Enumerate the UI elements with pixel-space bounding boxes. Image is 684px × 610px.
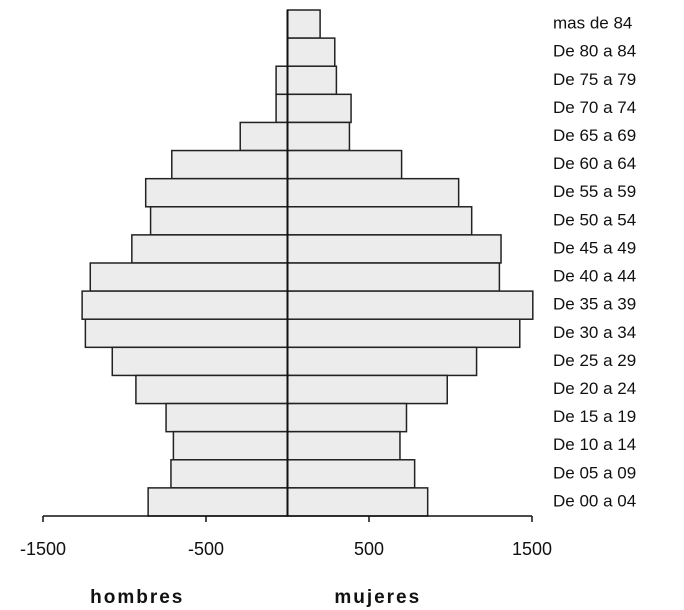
category-label: De 20 a 24	[553, 379, 636, 398]
category-label: De 75 a 79	[553, 70, 636, 89]
x-tick-label: 1500	[512, 539, 552, 559]
bar	[286, 346, 478, 377]
bar	[286, 459, 416, 489]
bar	[172, 430, 289, 461]
category-label: De 55 a 59	[553, 182, 636, 201]
bar	[286, 177, 460, 208]
bar	[286, 262, 501, 292]
category-label: De 70 a 74	[553, 98, 636, 117]
category-label: De 65 a 69	[553, 126, 636, 145]
bar	[81, 290, 289, 320]
bar	[286, 65, 338, 96]
bar	[286, 374, 448, 405]
category-label: mas de 84	[553, 14, 632, 33]
bar	[170, 459, 289, 489]
category-label: De 80 a 84	[553, 42, 636, 61]
bar	[275, 93, 289, 124]
category-label: De 60 a 64	[553, 154, 636, 173]
category-label: De 05 a 09	[553, 463, 636, 482]
bar	[286, 402, 408, 433]
bar	[286, 206, 473, 236]
bar	[286, 318, 521, 349]
bar	[171, 149, 289, 180]
series-label: hombres	[90, 587, 184, 608]
bar	[286, 93, 352, 124]
bar	[239, 121, 289, 152]
category-label: De 00 a 04	[553, 491, 636, 510]
bar	[111, 346, 289, 377]
category-label: De 25 a 29	[553, 351, 636, 370]
bar	[286, 37, 336, 67]
bar	[286, 149, 403, 180]
x-tick-label: 500	[354, 539, 384, 559]
category-label: De 35 a 39	[553, 295, 636, 314]
bar	[89, 262, 289, 292]
bar	[286, 121, 351, 152]
category-label: De 15 a 19	[553, 407, 636, 426]
bar	[131, 234, 289, 264]
category-label: De 40 a 44	[553, 267, 636, 286]
bar	[286, 430, 401, 461]
bar	[144, 177, 289, 208]
series-label: mujeres	[334, 587, 421, 608]
bar	[286, 290, 534, 320]
bar	[286, 234, 502, 264]
bar	[149, 206, 289, 236]
category-label: De 10 a 14	[553, 435, 636, 454]
bar	[286, 9, 321, 39]
bar	[147, 487, 289, 517]
bar	[135, 374, 289, 405]
bar	[286, 487, 429, 517]
category-label: De 50 a 54	[553, 210, 636, 229]
bar	[84, 318, 289, 349]
bar	[165, 402, 289, 433]
x-tick-label: -1500	[20, 539, 66, 559]
category-label: De 45 a 49	[553, 238, 636, 257]
category-label: De 30 a 34	[553, 323, 636, 342]
x-tick-label: -500	[188, 539, 224, 559]
bar	[275, 65, 289, 96]
